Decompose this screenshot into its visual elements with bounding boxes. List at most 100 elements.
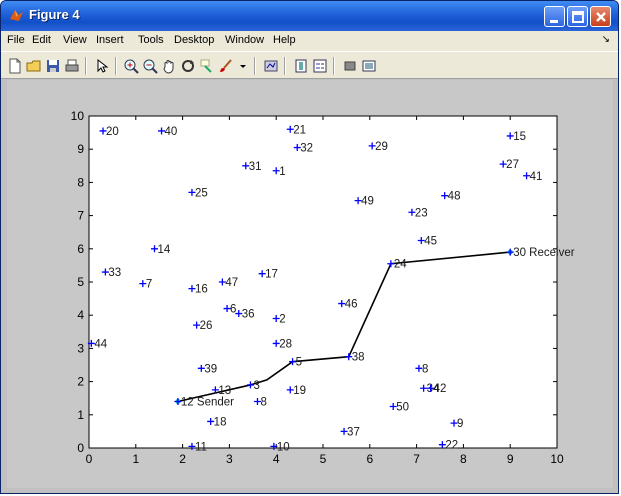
- node-marker[interactable]: [523, 172, 531, 180]
- pan-hand-icon[interactable]: [161, 58, 177, 74]
- data-cursor-icon[interactable]: [199, 58, 215, 74]
- node-marker[interactable]: [408, 208, 416, 216]
- x-tick-label: 6: [366, 452, 373, 466]
- node-marker[interactable]: [139, 280, 147, 288]
- node-marker[interactable]: [218, 278, 226, 286]
- y-tick-label: 8: [77, 175, 84, 189]
- node-marker[interactable]: [158, 127, 166, 135]
- node-marker[interactable]: [506, 248, 514, 256]
- node-marker[interactable]: [246, 381, 254, 389]
- menu-desktop[interactable]: Desktop: [174, 34, 215, 46]
- select-arrow-icon[interactable]: [94, 58, 110, 74]
- node-marker[interactable]: [286, 386, 294, 394]
- legend-icon[interactable]: [312, 58, 328, 74]
- x-tick-label: 9: [507, 452, 514, 466]
- node-marker[interactable]: [286, 125, 294, 133]
- menu-edit[interactable]: Edit: [32, 34, 51, 46]
- node-marker[interactable]: [420, 384, 428, 392]
- toolbar-separator: [85, 57, 87, 75]
- node-marker[interactable]: [223, 305, 231, 313]
- node-marker[interactable]: [499, 160, 507, 168]
- x-tick-label: 4: [273, 452, 280, 466]
- node-marker[interactable]: [211, 386, 219, 394]
- menu-view[interactable]: View: [63, 34, 87, 46]
- node-marker[interactable]: [389, 403, 397, 410]
- colorbar-icon[interactable]: [293, 58, 309, 74]
- node-marker[interactable]: [235, 310, 243, 318]
- node-label: 28: [279, 338, 292, 350]
- node-marker[interactable]: [368, 142, 376, 150]
- node-marker[interactable]: [345, 353, 353, 361]
- node-marker[interactable]: [438, 441, 446, 449]
- zoom-in-icon[interactable]: [123, 58, 139, 74]
- menu-insert[interactable]: Insert: [96, 34, 124, 46]
- node-marker[interactable]: [415, 364, 423, 372]
- menu-help[interactable]: Help: [273, 34, 296, 46]
- menu-tools[interactable]: Tools: [138, 34, 164, 46]
- node-marker[interactable]: [387, 260, 395, 268]
- node-label: 41: [530, 171, 543, 183]
- node-label: 46: [345, 299, 358, 311]
- node-marker[interactable]: [174, 398, 182, 406]
- y-tick-label: 7: [77, 209, 84, 223]
- node-marker[interactable]: [293, 144, 301, 152]
- brush-dropdown-icon[interactable]: [235, 58, 251, 74]
- node-marker[interactable]: [101, 268, 109, 276]
- figure-canvas: 0 1 2 3 4 5 6 7 8 9 10 0 1 2 3 4 5 6 7 8 9 10 20 40 21 15 32 29 31 1 2…: [7, 80, 613, 488]
- node-marker[interactable]: [450, 419, 458, 427]
- title-bar[interactable]: Figure 4: [1, 1, 618, 31]
- node-marker[interactable]: [338, 300, 346, 308]
- node-marker[interactable]: [258, 270, 266, 278]
- node-marker[interactable]: [340, 427, 348, 435]
- node-marker[interactable]: [151, 245, 159, 253]
- node-marker[interactable]: [197, 364, 205, 372]
- node-marker[interactable]: [242, 162, 250, 170]
- node-marker[interactable]: [207, 417, 215, 425]
- open-file-icon[interactable]: [26, 58, 42, 74]
- menu-overflow-icon[interactable]: ↘: [601, 34, 610, 45]
- node-marker[interactable]: [188, 285, 196, 293]
- node-marker[interactable]: [99, 127, 107, 135]
- y-tick-label: 10: [71, 109, 85, 123]
- node-marker[interactable]: [87, 339, 95, 347]
- node-marker[interactable]: [270, 442, 278, 450]
- close-button[interactable]: [590, 6, 611, 27]
- node-marker[interactable]: [427, 384, 435, 392]
- zoom-out-icon[interactable]: [142, 58, 158, 74]
- node-marker[interactable]: [417, 237, 425, 244]
- x-tick-label: 5: [320, 452, 327, 466]
- node-marker[interactable]: [272, 315, 280, 323]
- hide-plot-tools-icon[interactable]: [342, 58, 358, 74]
- node-marker[interactable]: [253, 398, 261, 406]
- node-label: 48: [448, 191, 461, 203]
- node-marker[interactable]: [188, 442, 196, 450]
- maximize-button[interactable]: [567, 6, 588, 27]
- node-marker[interactable]: [272, 167, 280, 175]
- minimize-icon: [550, 20, 558, 23]
- print-icon[interactable]: [64, 58, 80, 74]
- menu-window[interactable]: Window: [225, 34, 265, 46]
- menu-file[interactable]: File: [7, 34, 25, 46]
- node-label: 50: [396, 402, 409, 414]
- brush-icon[interactable]: [218, 58, 234, 74]
- node-label: 44: [94, 338, 107, 350]
- rotate-3d-icon[interactable]: [180, 58, 196, 74]
- node-marker[interactable]: [354, 197, 362, 205]
- plot-axes-box[interactable]: [88, 115, 558, 449]
- save-icon[interactable]: [45, 58, 61, 74]
- node-marker[interactable]: [188, 188, 196, 196]
- maximize-icon: [572, 11, 584, 23]
- link-plot-icon[interactable]: [263, 58, 279, 74]
- node-marker[interactable]: [441, 192, 449, 200]
- node-marker[interactable]: [289, 358, 297, 366]
- new-figure-icon[interactable]: [7, 58, 23, 74]
- y-tick-label: 1: [77, 408, 84, 422]
- minimize-button[interactable]: [544, 6, 565, 27]
- node-label: 30 Receiver: [513, 247, 575, 259]
- node-marker[interactable]: [272, 339, 280, 347]
- close-icon: [596, 12, 606, 22]
- node-marker[interactable]: [506, 132, 514, 140]
- node-marker[interactable]: [193, 321, 201, 329]
- show-plot-tools-icon[interactable]: [361, 58, 377, 74]
